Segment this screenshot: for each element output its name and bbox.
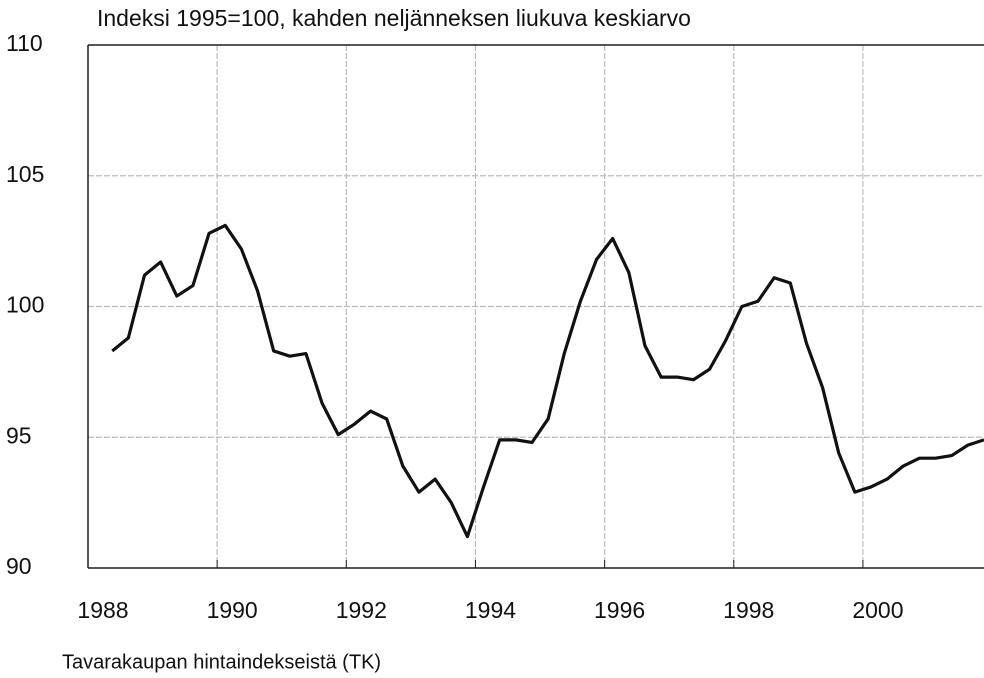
source-note: Tavarakaupan hintaindekseistä (TK)	[62, 651, 381, 673]
x-tick-label: 1994	[465, 597, 516, 623]
x-tick-label: 1992	[336, 597, 387, 623]
x-tick-label: 2000	[852, 597, 903, 623]
y-tick-label: 90	[6, 553, 32, 579]
chart-title: Indeksi 1995=100, kahden neljänneksen li…	[97, 5, 691, 31]
data-line	[111, 223, 984, 539]
x-tick-label: 1988	[77, 597, 128, 623]
x-tick-label: 1998	[723, 597, 774, 623]
y-tick-label: 105	[6, 161, 44, 187]
y-tick-label: 95	[6, 422, 32, 448]
x-tick-label: 1996	[594, 597, 645, 623]
y-tick-label: 100	[6, 292, 44, 318]
x-tick-label: 1990	[207, 597, 258, 623]
y-tick-label: 110	[6, 30, 43, 56]
